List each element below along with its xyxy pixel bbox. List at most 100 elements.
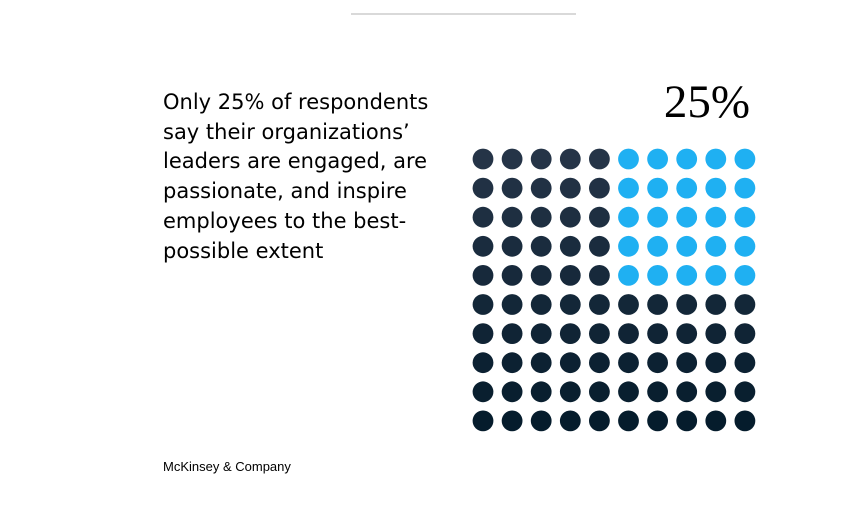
base-dot (501, 410, 523, 432)
base-dot (501, 265, 523, 286)
base-dot (734, 410, 756, 432)
chart-headline: Only 25% of respondents say their organi… (163, 90, 429, 263)
base-dot (501, 206, 523, 228)
base-dot (589, 352, 610, 374)
base-dot (472, 381, 494, 403)
base-dot (589, 323, 610, 344)
base-dot (705, 323, 727, 344)
base-dot (589, 148, 610, 170)
base-dot (559, 323, 581, 344)
base-dot (559, 352, 581, 374)
highlight-dot (676, 235, 698, 257)
base-dot (501, 148, 523, 170)
base-dot (559, 265, 581, 286)
highlight-dot (618, 265, 639, 286)
base-dot (589, 294, 610, 315)
base-dot (530, 352, 552, 374)
highlight-dot (676, 206, 698, 228)
base-dot (559, 381, 581, 403)
base-dot (472, 265, 494, 286)
base-dot (559, 294, 581, 315)
highlight-dot (647, 177, 668, 199)
base-dot (472, 206, 494, 228)
base-dot (676, 352, 698, 374)
base-dot (472, 323, 494, 344)
top-divider (351, 13, 576, 15)
base-dot (472, 294, 494, 315)
base-dot (734, 352, 756, 374)
highlight-dot (647, 148, 668, 170)
base-dot (589, 177, 610, 199)
base-dot (676, 410, 698, 432)
highlight-dot (618, 206, 639, 228)
highlight-dot (734, 177, 756, 199)
base-dot (530, 148, 552, 170)
highlight-dot (618, 177, 639, 199)
base-dot (559, 148, 581, 170)
base-dot (618, 294, 639, 315)
highlight-dot (705, 177, 727, 199)
base-dot (472, 177, 494, 199)
highlight-dot (676, 265, 698, 286)
base-dot (530, 177, 552, 199)
base-dot (589, 235, 610, 257)
base-dot (647, 323, 668, 344)
highlight-dot (618, 148, 639, 170)
base-dot (559, 410, 581, 432)
base-dot (559, 177, 581, 199)
base-dot (734, 381, 756, 403)
highlight-dot (647, 235, 668, 257)
highlight-dot (705, 265, 727, 286)
base-dot (589, 206, 610, 228)
base-dot (530, 323, 552, 344)
base-dot (676, 381, 698, 403)
base-dot (501, 381, 523, 403)
base-dot (589, 381, 610, 403)
base-dot (501, 177, 523, 199)
base-dot (501, 352, 523, 374)
base-dot (530, 206, 552, 228)
base-dot (559, 235, 581, 257)
highlight-dot (705, 148, 727, 170)
highlight-dot (676, 148, 698, 170)
highlight-dot (647, 206, 668, 228)
base-dot (501, 294, 523, 315)
base-dot (618, 323, 639, 344)
base-dot (647, 352, 668, 374)
highlight-dot (647, 265, 668, 286)
base-dot (676, 294, 698, 315)
highlight-dot (705, 235, 727, 257)
base-dot (734, 323, 756, 344)
base-dot (676, 323, 698, 344)
base-dot (647, 381, 668, 403)
base-dot (472, 352, 494, 374)
base-dot (472, 148, 494, 170)
base-dot (530, 381, 552, 403)
base-dot (472, 410, 494, 432)
base-dot (647, 410, 668, 432)
base-dot (705, 294, 727, 315)
source-credit: McKinsey & Company (163, 459, 291, 474)
base-dot (501, 323, 523, 344)
highlight-dot (618, 235, 639, 257)
base-dot (530, 235, 552, 257)
highlight-dot (734, 148, 756, 170)
base-dot (530, 410, 552, 432)
base-dot (618, 381, 639, 403)
base-dot (647, 294, 668, 315)
base-dot (472, 235, 494, 257)
base-dot (734, 294, 756, 315)
base-dot (618, 352, 639, 374)
percentage-callout: 25% (663, 76, 750, 128)
base-dot (530, 294, 552, 315)
base-dot (618, 410, 639, 432)
highlight-dot (734, 265, 756, 286)
waffle-dot-grid (472, 148, 756, 432)
base-dot (705, 381, 727, 403)
base-dot (705, 352, 727, 374)
highlight-dot (705, 206, 727, 228)
base-dot (589, 265, 610, 286)
highlight-dot (734, 206, 756, 228)
base-dot (559, 206, 581, 228)
base-dot (501, 235, 523, 257)
